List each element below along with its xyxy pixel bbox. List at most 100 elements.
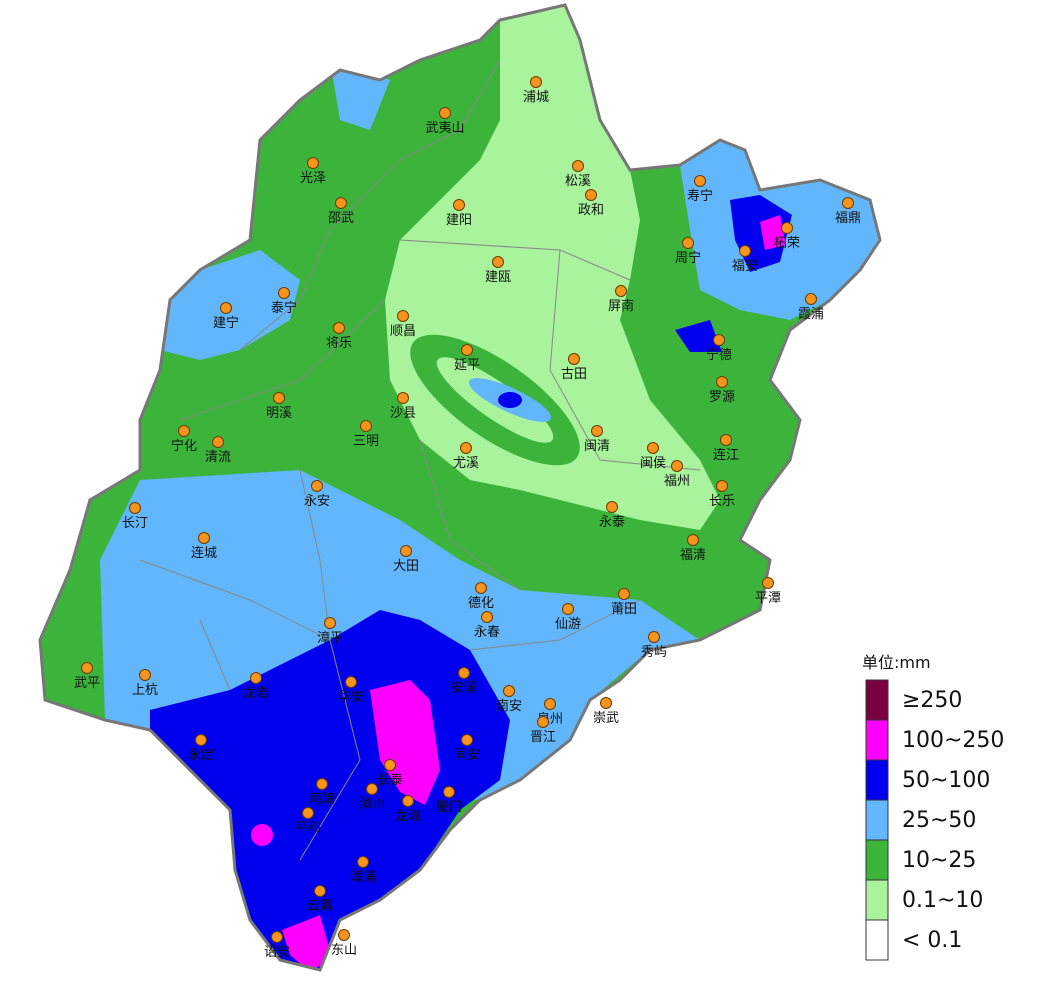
city-label: 松溪 (565, 174, 591, 189)
city-label: 闽清 (584, 439, 610, 454)
legend-swatch (865, 919, 889, 961)
city-label: 龙海 (395, 809, 421, 824)
city-dot (618, 588, 630, 600)
city-dot (591, 425, 603, 437)
city-label: 漳浦 (350, 869, 376, 885)
city-label: 秀屿 (641, 645, 667, 660)
city-dot (129, 502, 141, 514)
city-dot (278, 287, 290, 299)
city-dot (458, 667, 470, 679)
city-dot (682, 237, 694, 249)
legend-swatch (865, 759, 889, 801)
city-label: 华安 (338, 690, 364, 705)
city-label: 崇武 (593, 711, 619, 726)
city-dot (139, 669, 151, 681)
city-label: 武夷山 (425, 120, 464, 136)
city-dot (762, 577, 774, 589)
city-dot (335, 197, 347, 209)
city-dot (615, 285, 627, 297)
city-dot (439, 107, 451, 119)
city-dot (400, 545, 412, 557)
legend: 单位:mm ≥250 100~250 50~100 25~50 10~25 0.1~10 <… (862, 653, 1004, 961)
city-label: 永定 (188, 748, 214, 763)
city-dot (220, 302, 232, 314)
city-label: 连江 (713, 447, 739, 463)
city-dot (781, 222, 793, 234)
city-dot (600, 697, 612, 709)
city-label: 建宁 (213, 315, 239, 331)
legend-swatch (865, 799, 889, 841)
city-dot (397, 310, 409, 322)
city-dot (311, 480, 323, 492)
city-dot (475, 582, 487, 594)
legend-label: < 0.1 (902, 928, 962, 953)
legend-title: 单位:mm (862, 653, 931, 672)
city-label: 沙县 (390, 406, 416, 421)
city-dot (250, 672, 262, 684)
city-dot (198, 532, 210, 544)
city-label: 南靖 (309, 791, 335, 807)
city-dot (694, 175, 706, 187)
city-dot (453, 199, 465, 211)
legend-label: 25~50 (902, 808, 976, 833)
city-dot (384, 759, 396, 771)
city-dot (314, 885, 326, 897)
city-dot (316, 778, 328, 790)
city-dot (345, 676, 357, 688)
city-label: 武平 (74, 676, 100, 691)
city-label: 延平 (454, 358, 480, 373)
legend-label: 50~100 (902, 768, 990, 793)
city-label: 将乐 (326, 336, 352, 351)
city-label: 顺昌 (390, 324, 416, 339)
area-100-250 (282, 915, 332, 970)
city-dot (366, 783, 378, 795)
city-dot (720, 434, 732, 446)
city-dot (324, 617, 336, 629)
city-dot (492, 256, 504, 268)
legend-label: 0.1~10 (902, 888, 983, 913)
city-label: 政和 (578, 203, 604, 218)
city-label: 明溪 (266, 406, 292, 421)
city-label: 霞浦 (798, 307, 824, 322)
city-label: 福州 (664, 474, 690, 489)
city-label: 福鼎 (835, 211, 861, 226)
city-dot (460, 442, 472, 454)
city-dot (648, 631, 660, 643)
city-label: 南安 (496, 698, 522, 714)
city-dot (397, 392, 409, 404)
city-label: 永安 (304, 494, 330, 509)
city-label: 漳州 (359, 796, 385, 812)
area-100-250 (760, 215, 786, 250)
city-label: 三明 (353, 434, 379, 449)
city-label: 周宁 (675, 250, 701, 266)
city-label: 宁化 (171, 438, 197, 454)
city-label: 建瓯 (485, 270, 511, 285)
city-dot (544, 698, 556, 710)
area-50-100 (675, 320, 722, 352)
city-dot (716, 376, 728, 388)
city-label: 罗源 (709, 390, 735, 405)
city-dot (805, 293, 817, 305)
city-label: 建阳 (446, 213, 472, 228)
city-label: 仙游 (555, 617, 581, 632)
city-dot (572, 160, 584, 172)
city-dot (461, 344, 473, 356)
city-dot (307, 157, 319, 169)
city-label: 大田 (393, 559, 419, 574)
city-dot (537, 716, 549, 728)
area-50-100 (498, 392, 522, 408)
city-label: 晋江 (530, 730, 556, 745)
city-dot (195, 734, 207, 746)
city-label: 漳平 (317, 630, 343, 646)
legend-swatch (865, 879, 889, 921)
city-dot (338, 929, 350, 941)
city-label: 云霄 (307, 899, 333, 914)
city-label: 诏安 (264, 945, 290, 960)
city-dot (402, 795, 414, 807)
city-label: 永泰 (599, 515, 625, 530)
legend-swatch (865, 839, 889, 881)
city-label: 宁德 (706, 347, 732, 363)
city-label: 平和 (295, 821, 321, 836)
